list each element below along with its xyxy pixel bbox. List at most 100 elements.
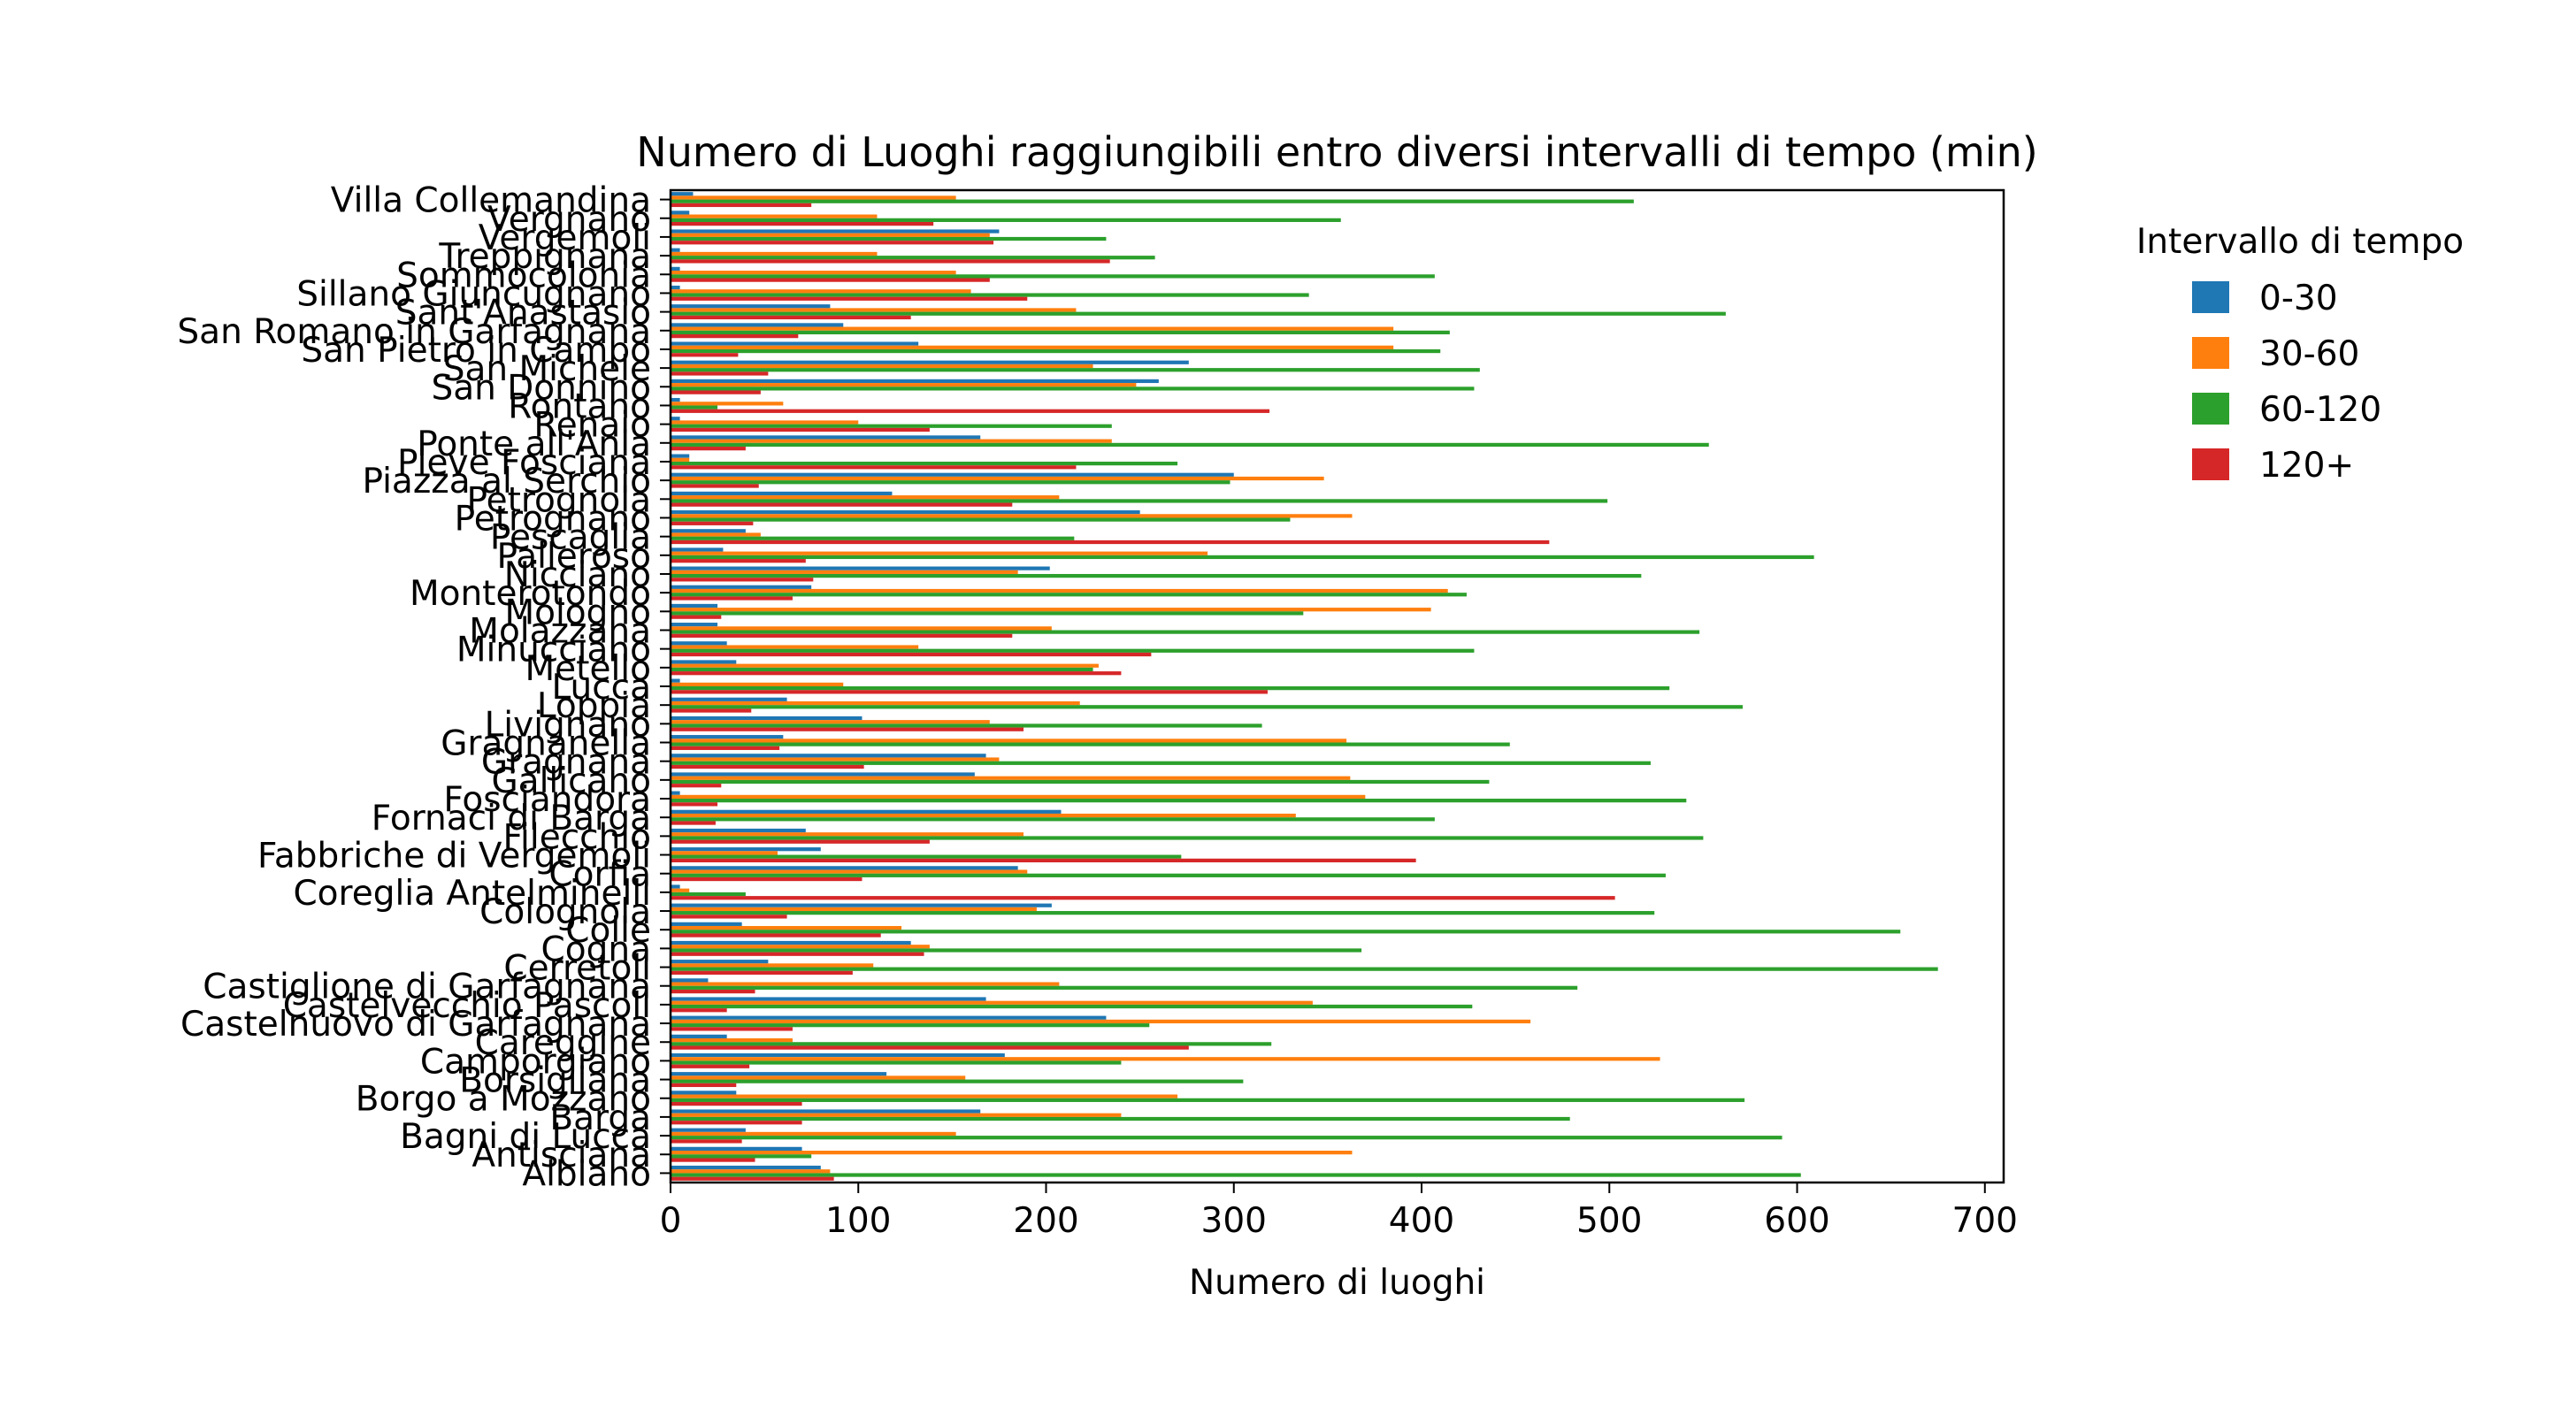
bar-30-60 xyxy=(671,963,874,968)
bar-120+ xyxy=(671,353,739,357)
bar-60-120 xyxy=(671,911,1655,915)
bar-60-120 xyxy=(671,442,1709,448)
bar-0-30 xyxy=(671,360,1189,364)
x-axis-ticks: 0 100 200 300 400 500 600 700 xyxy=(660,1183,2018,1241)
x-tick-label: 100 xyxy=(825,1201,891,1241)
bar-30-60 xyxy=(671,888,690,892)
bar-0-30 xyxy=(671,603,718,608)
bar-120+ xyxy=(671,671,1122,676)
bar-60-120 xyxy=(671,873,1666,877)
bar-120+ xyxy=(671,241,994,245)
bar-120+ xyxy=(671,708,752,713)
legend-swatch xyxy=(2192,448,2229,480)
y-tick-label: Minucciano xyxy=(456,631,651,670)
bar-60-120 xyxy=(671,461,1178,466)
y-tick-label: Borgo a Mozzano xyxy=(356,1080,651,1120)
bar-60-120 xyxy=(671,799,1687,803)
y-tick-label: Camporgiano xyxy=(420,1042,651,1082)
y-tick-label: Lucca xyxy=(551,668,651,708)
bar-0-30 xyxy=(671,903,1052,907)
y-tick-label: San Romano in Garfagnana xyxy=(177,312,651,352)
bar-30-60 xyxy=(671,700,1080,706)
bar-30-60 xyxy=(671,757,1000,762)
y-tick-label: Vergnano xyxy=(487,200,651,240)
bar-60-120 xyxy=(671,405,718,409)
y-tick-label: San Michele xyxy=(443,349,651,389)
y-tick-label: Sommocolonia xyxy=(396,256,651,295)
bar-60-120 xyxy=(671,648,1475,653)
bar-60-120 xyxy=(671,555,1814,560)
y-tick-label: Petrognola xyxy=(466,480,651,520)
bar-0-30 xyxy=(671,847,821,852)
bar-60-120 xyxy=(671,274,1435,279)
bar-0-30 xyxy=(671,960,769,964)
y-tick-label: Gragnana xyxy=(481,743,651,783)
legend-label: 30-60 xyxy=(2259,334,2359,374)
bar-120+ xyxy=(671,559,806,563)
bar-120+ xyxy=(671,784,722,788)
bar-60-120 xyxy=(671,667,1093,672)
bar-0-30 xyxy=(671,754,986,758)
y-tick-label: Colognola xyxy=(479,892,651,932)
bar-120+ xyxy=(671,203,812,208)
bar-0-30 xyxy=(671,547,724,552)
x-tick-label: 500 xyxy=(1576,1201,1642,1241)
bar-120+ xyxy=(671,502,1013,507)
bar-60-120 xyxy=(671,293,1309,297)
bar-60-120 xyxy=(671,742,1510,746)
y-tick-label: Livignano xyxy=(485,705,651,745)
bar-120+ xyxy=(671,1064,750,1068)
bar-120+ xyxy=(671,447,746,451)
bar-60-120 xyxy=(671,779,1490,785)
y-tick-label: Renaio xyxy=(533,406,651,446)
bar-0-30 xyxy=(671,884,680,889)
bar-30-60 xyxy=(671,476,1324,481)
bar-0-30 xyxy=(671,1091,737,1095)
legend-title: Intervallo di tempo xyxy=(2136,222,2464,262)
bar-0-30 xyxy=(671,697,787,701)
bar-0-30 xyxy=(671,1034,727,1038)
bar-30-60 xyxy=(671,1113,1122,1117)
bar-60-120 xyxy=(671,330,1450,335)
legend-swatch xyxy=(2192,281,2229,313)
bar-120+ xyxy=(671,578,814,582)
bar-120+ xyxy=(671,465,1077,470)
bar-30-60 xyxy=(671,364,1093,369)
bar-30-60 xyxy=(671,345,1394,349)
bar-60-120 xyxy=(671,930,1901,934)
y-tick-label: Pescaglia xyxy=(490,518,651,558)
y-tick-label: Piazza al Serchio xyxy=(362,462,651,501)
bar-30-60 xyxy=(671,982,1060,986)
bar-60-120 xyxy=(671,536,1075,540)
bar-60-120 xyxy=(671,593,1467,597)
y-tick-label: Rontano xyxy=(508,387,651,426)
y-tick-label: San Pietro in Campo xyxy=(301,331,651,371)
bar-0-30 xyxy=(671,809,1062,814)
bar-120+ xyxy=(671,221,934,226)
x-tick-label: 700 xyxy=(1952,1201,2018,1241)
bar-120+ xyxy=(671,484,759,488)
bar-120+ xyxy=(671,746,780,750)
bar-120+ xyxy=(671,427,930,432)
bar-60-120 xyxy=(671,1116,1570,1121)
y-tick-label: Bagni di Lucca xyxy=(400,1117,651,1157)
bar-60-120 xyxy=(671,236,1107,241)
bar-60-120 xyxy=(671,836,1704,840)
bar-0-30 xyxy=(671,866,1018,870)
bar-120+ xyxy=(671,839,930,844)
bar-0-30 xyxy=(671,379,1159,384)
bar-60-120 xyxy=(671,705,1743,709)
y-tick-label: Palleroso xyxy=(496,537,651,577)
legend-swatch xyxy=(2192,393,2229,425)
y-tick-label: Barga xyxy=(549,1098,651,1138)
bar-0-30 xyxy=(671,1072,887,1076)
bar-0-30 xyxy=(671,454,690,458)
legend-swatch xyxy=(2192,337,2229,369)
bar-30-60 xyxy=(671,813,1296,818)
y-tick-label: Nicciano xyxy=(504,555,651,595)
bar-60-120 xyxy=(671,311,1726,316)
y-tick-label: Corfia xyxy=(548,855,651,895)
bar-30-60 xyxy=(671,608,1431,612)
bar-60-120 xyxy=(671,985,1578,990)
